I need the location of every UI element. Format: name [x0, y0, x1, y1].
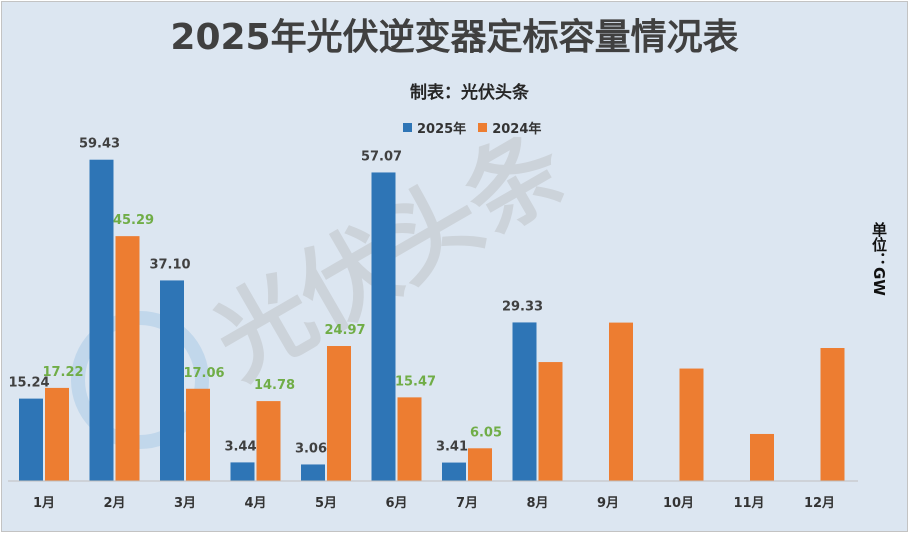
bar-2025-6 — [371, 172, 396, 481]
chart-title: 2025年光伏逆变器定标容量情况表 — [170, 17, 739, 58]
legend-swatch-2025 — [403, 123, 412, 132]
data-label-2025-1: 15.24 — [8, 376, 49, 391]
x-tick-label-8: 8月 — [526, 496, 548, 511]
legend-item-2024: 2024年 — [478, 118, 541, 137]
bar-2024-4 — [256, 401, 281, 481]
data-label-2025-4: 3.44 — [224, 439, 256, 454]
x-tick-label-9: 9月 — [597, 496, 619, 511]
data-label-2025-8: 29.33 — [502, 299, 543, 314]
legend-label-2025: 2025年 — [417, 122, 467, 137]
data-label-2025-2: 59.43 — [79, 137, 120, 152]
chart-subtitle: 制表：光伏头条 — [410, 83, 529, 103]
x-axis: 1月 2月 3月 4月 5月 6月 7月 8月 9月 10月 11月 12月 — [8, 480, 858, 511]
bar-2024-8 — [538, 362, 563, 481]
unit-label: 单位：GW — [870, 222, 888, 296]
data-label-2024-2: 45.29 — [113, 213, 154, 228]
x-tick-label-3: 3月 — [174, 496, 196, 511]
data-label-2024-3: 17.06 — [183, 366, 224, 381]
legend-item-2025: 2025年 — [403, 118, 466, 137]
bar-2025-5 — [301, 464, 325, 481]
bar-2025-8 — [512, 322, 537, 481]
bar-2024-2 — [115, 236, 140, 481]
data-label-2025-5: 3.06 — [295, 441, 327, 456]
bar-2024-7 — [468, 448, 492, 481]
bar-2025-4 — [230, 462, 255, 481]
x-tick-label-10: 10月 — [663, 496, 694, 511]
x-tick-label-6: 6月 — [385, 496, 407, 511]
data-label-2024-6: 15.47 — [395, 374, 436, 389]
bar-2024-5 — [327, 346, 351, 481]
x-tick-label-11: 11月 — [733, 496, 764, 511]
bar-2025-2 — [89, 159, 114, 482]
legend-swatch-2024 — [478, 123, 488, 132]
bar-2024-10 — [679, 368, 704, 481]
watermark-logo-icon — [71, 311, 209, 449]
bar-2025-7 — [442, 462, 466, 481]
legend-label-2024: 2024年 — [492, 122, 542, 137]
data-label-2024-7: 6.05 — [470, 425, 502, 440]
bar-2024-9 — [609, 322, 633, 481]
data-label-2024-5: 24.97 — [324, 323, 365, 338]
bar-2024-3 — [186, 388, 210, 481]
x-tick-label-12: 12月 — [804, 496, 835, 511]
x-tick-label-2: 2月 — [103, 496, 125, 511]
bar-2024-1 — [45, 387, 69, 481]
x-tick-label-4: 4月 — [244, 496, 266, 511]
data-label-2024-1: 17.22 — [42, 365, 83, 380]
bar-2024-11 — [750, 433, 774, 481]
x-tick-label-7: 7月 — [456, 496, 478, 511]
bar-2024-6 — [397, 397, 422, 481]
bar-2025-3 — [160, 280, 184, 481]
data-label-2025-7: 3.41 — [436, 440, 468, 455]
legend: 2025年 2024年 — [403, 118, 553, 137]
data-label-2025-3: 37.10 — [149, 257, 190, 272]
data-label-2025-6: 57.07 — [361, 149, 402, 164]
x-tick-label-5: 5月 — [315, 496, 337, 511]
bar-2024-12 — [820, 348, 845, 481]
x-tick-label-1: 1月 — [33, 496, 55, 511]
bar-2025-1 — [19, 398, 43, 481]
data-label-2024-4: 14.78 — [254, 378, 295, 393]
